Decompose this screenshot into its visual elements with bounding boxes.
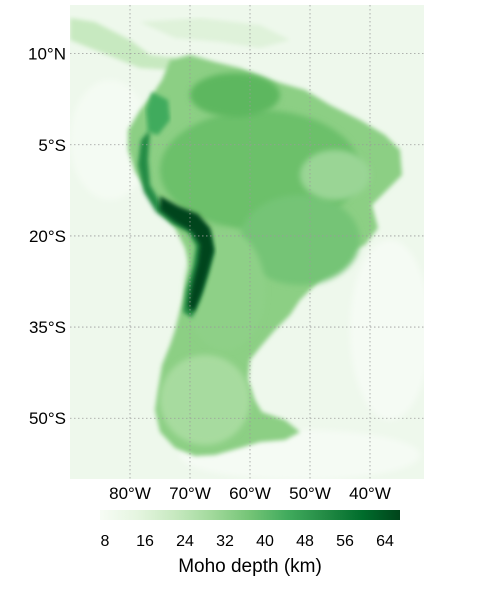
altiplano-deep-crust [160, 196, 214, 312]
colorbar-tick-label: 16 [136, 533, 154, 550]
latitude-labels: 10°N 5°S 20°S 35°S 50°S [28, 45, 66, 429]
colorbar-tick-label: 32 [216, 533, 234, 550]
andes-thick-crust [138, 130, 214, 318]
parana-basin [240, 195, 360, 285]
colorbar-tick-label: 40 [256, 533, 274, 550]
lon-tick-label: 40°W [349, 484, 391, 503]
central-america-crust [70, 18, 175, 70]
colorbar-tick-label: 24 [176, 533, 194, 550]
northeast-basin [300, 150, 370, 200]
lon-tick-label: 70°W [169, 484, 211, 503]
colorbar-tick-label: 56 [336, 533, 354, 550]
patagonia [160, 355, 250, 445]
lat-tick-label: 20°S [29, 227, 66, 246]
caribbean-plate [140, 18, 290, 48]
lat-tick-label: 35°S [29, 318, 66, 337]
lat-tick-label: 5°S [38, 136, 66, 155]
gridlines [70, 5, 424, 479]
colorbar-gradient [100, 510, 400, 520]
lon-tick-label: 80°W [109, 484, 151, 503]
longitude-labels: 80°W 70°W 60°W 50°W 40°W [109, 484, 391, 503]
ocean-patch-east [350, 240, 424, 420]
colorbar-label: Moho depth (km) [178, 556, 322, 577]
colorbar: 8 16 24 32 40 48 56 64 Moho depth (km) [100, 510, 400, 577]
guiana-shield [190, 73, 280, 117]
colorbar-tick-label: 8 [101, 533, 110, 550]
lat-tick-label: 10°N [28, 45, 66, 64]
colorbar-tick-labels: 8 16 24 32 40 48 56 64 [101, 533, 394, 550]
northern-andes [146, 92, 170, 135]
colorbar-tick-label: 64 [376, 533, 394, 550]
lat-tick-label: 50°S [29, 409, 66, 428]
colorbar-tick-label: 48 [296, 533, 314, 550]
map-area [70, 5, 424, 479]
lon-tick-label: 50°W [289, 484, 331, 503]
lon-tick-label: 60°W [229, 484, 271, 503]
